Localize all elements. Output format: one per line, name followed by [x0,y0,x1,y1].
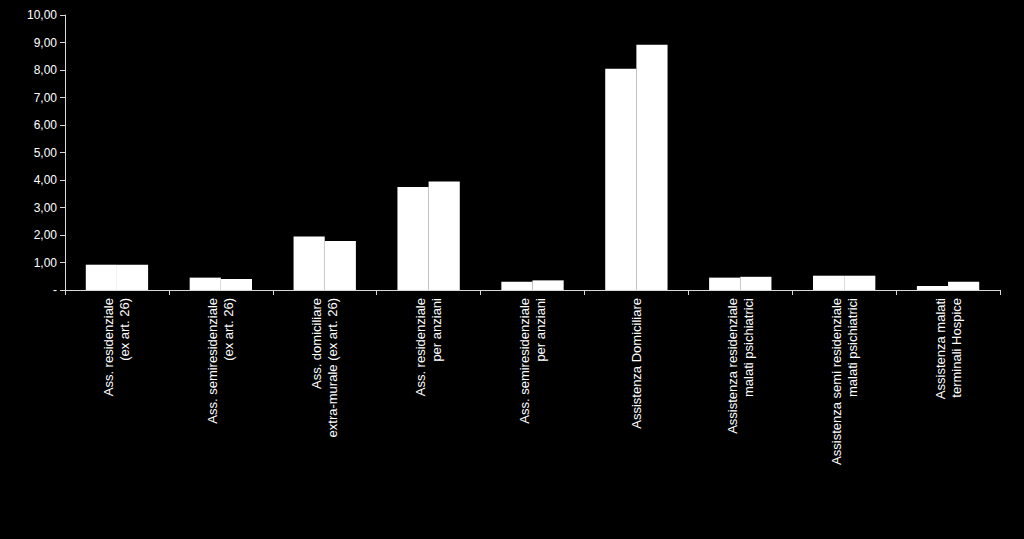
svg-text:10,00: 10,00 [27,8,57,22]
svg-text:Ass. domiciliare: Ass. domiciliare [309,298,324,389]
svg-text:3,00: 3,00 [34,201,58,215]
svg-text:7,00: 7,00 [34,91,58,105]
svg-text:-: - [53,283,57,297]
svg-text:Ass. residenziale: Ass. residenziale [101,298,116,396]
svg-text:6,00: 6,00 [34,118,58,132]
svg-text:Ass. semiresidenziale: Ass. semiresidenziale [517,298,532,424]
svg-text:(ex art. 26): (ex art. 26) [117,298,132,361]
svg-text:per anziani: per anziani [429,298,444,362]
svg-text:8,00: 8,00 [34,63,58,77]
svg-text:9,00: 9,00 [34,36,58,50]
svg-text:4,00: 4,00 [34,173,58,187]
svg-text:per anziani: per anziani [533,298,548,362]
svg-text:malati psichiatrici: malati psichiatrici [845,298,860,397]
svg-text:5,00: 5,00 [34,146,58,160]
svg-text:2,00: 2,00 [34,228,58,242]
svg-text:(ex art. 26): (ex art. 26) [221,298,236,361]
svg-text:1,00: 1,00 [34,256,58,270]
svg-text:Ass. residenziale: Ass. residenziale [413,298,428,396]
svg-text:malati psichiatrici: malati psichiatrici [741,298,756,397]
svg-text:Assistenza semi residenziale: Assistenza semi residenziale [829,298,844,465]
svg-text:Assistenza Domiciliare: Assistenza Domiciliare [629,298,644,429]
svg-text:Ass. semiresidenziale: Ass. semiresidenziale [205,298,220,424]
svg-text:terminali Hospice: terminali Hospice [949,298,964,398]
svg-text:extra-murale (ex art. 26): extra-murale (ex art. 26) [325,298,340,437]
svg-text:Assistenza residenziale: Assistenza residenziale [725,298,740,434]
svg-text:Assistenza malati: Assistenza malati [933,298,948,399]
